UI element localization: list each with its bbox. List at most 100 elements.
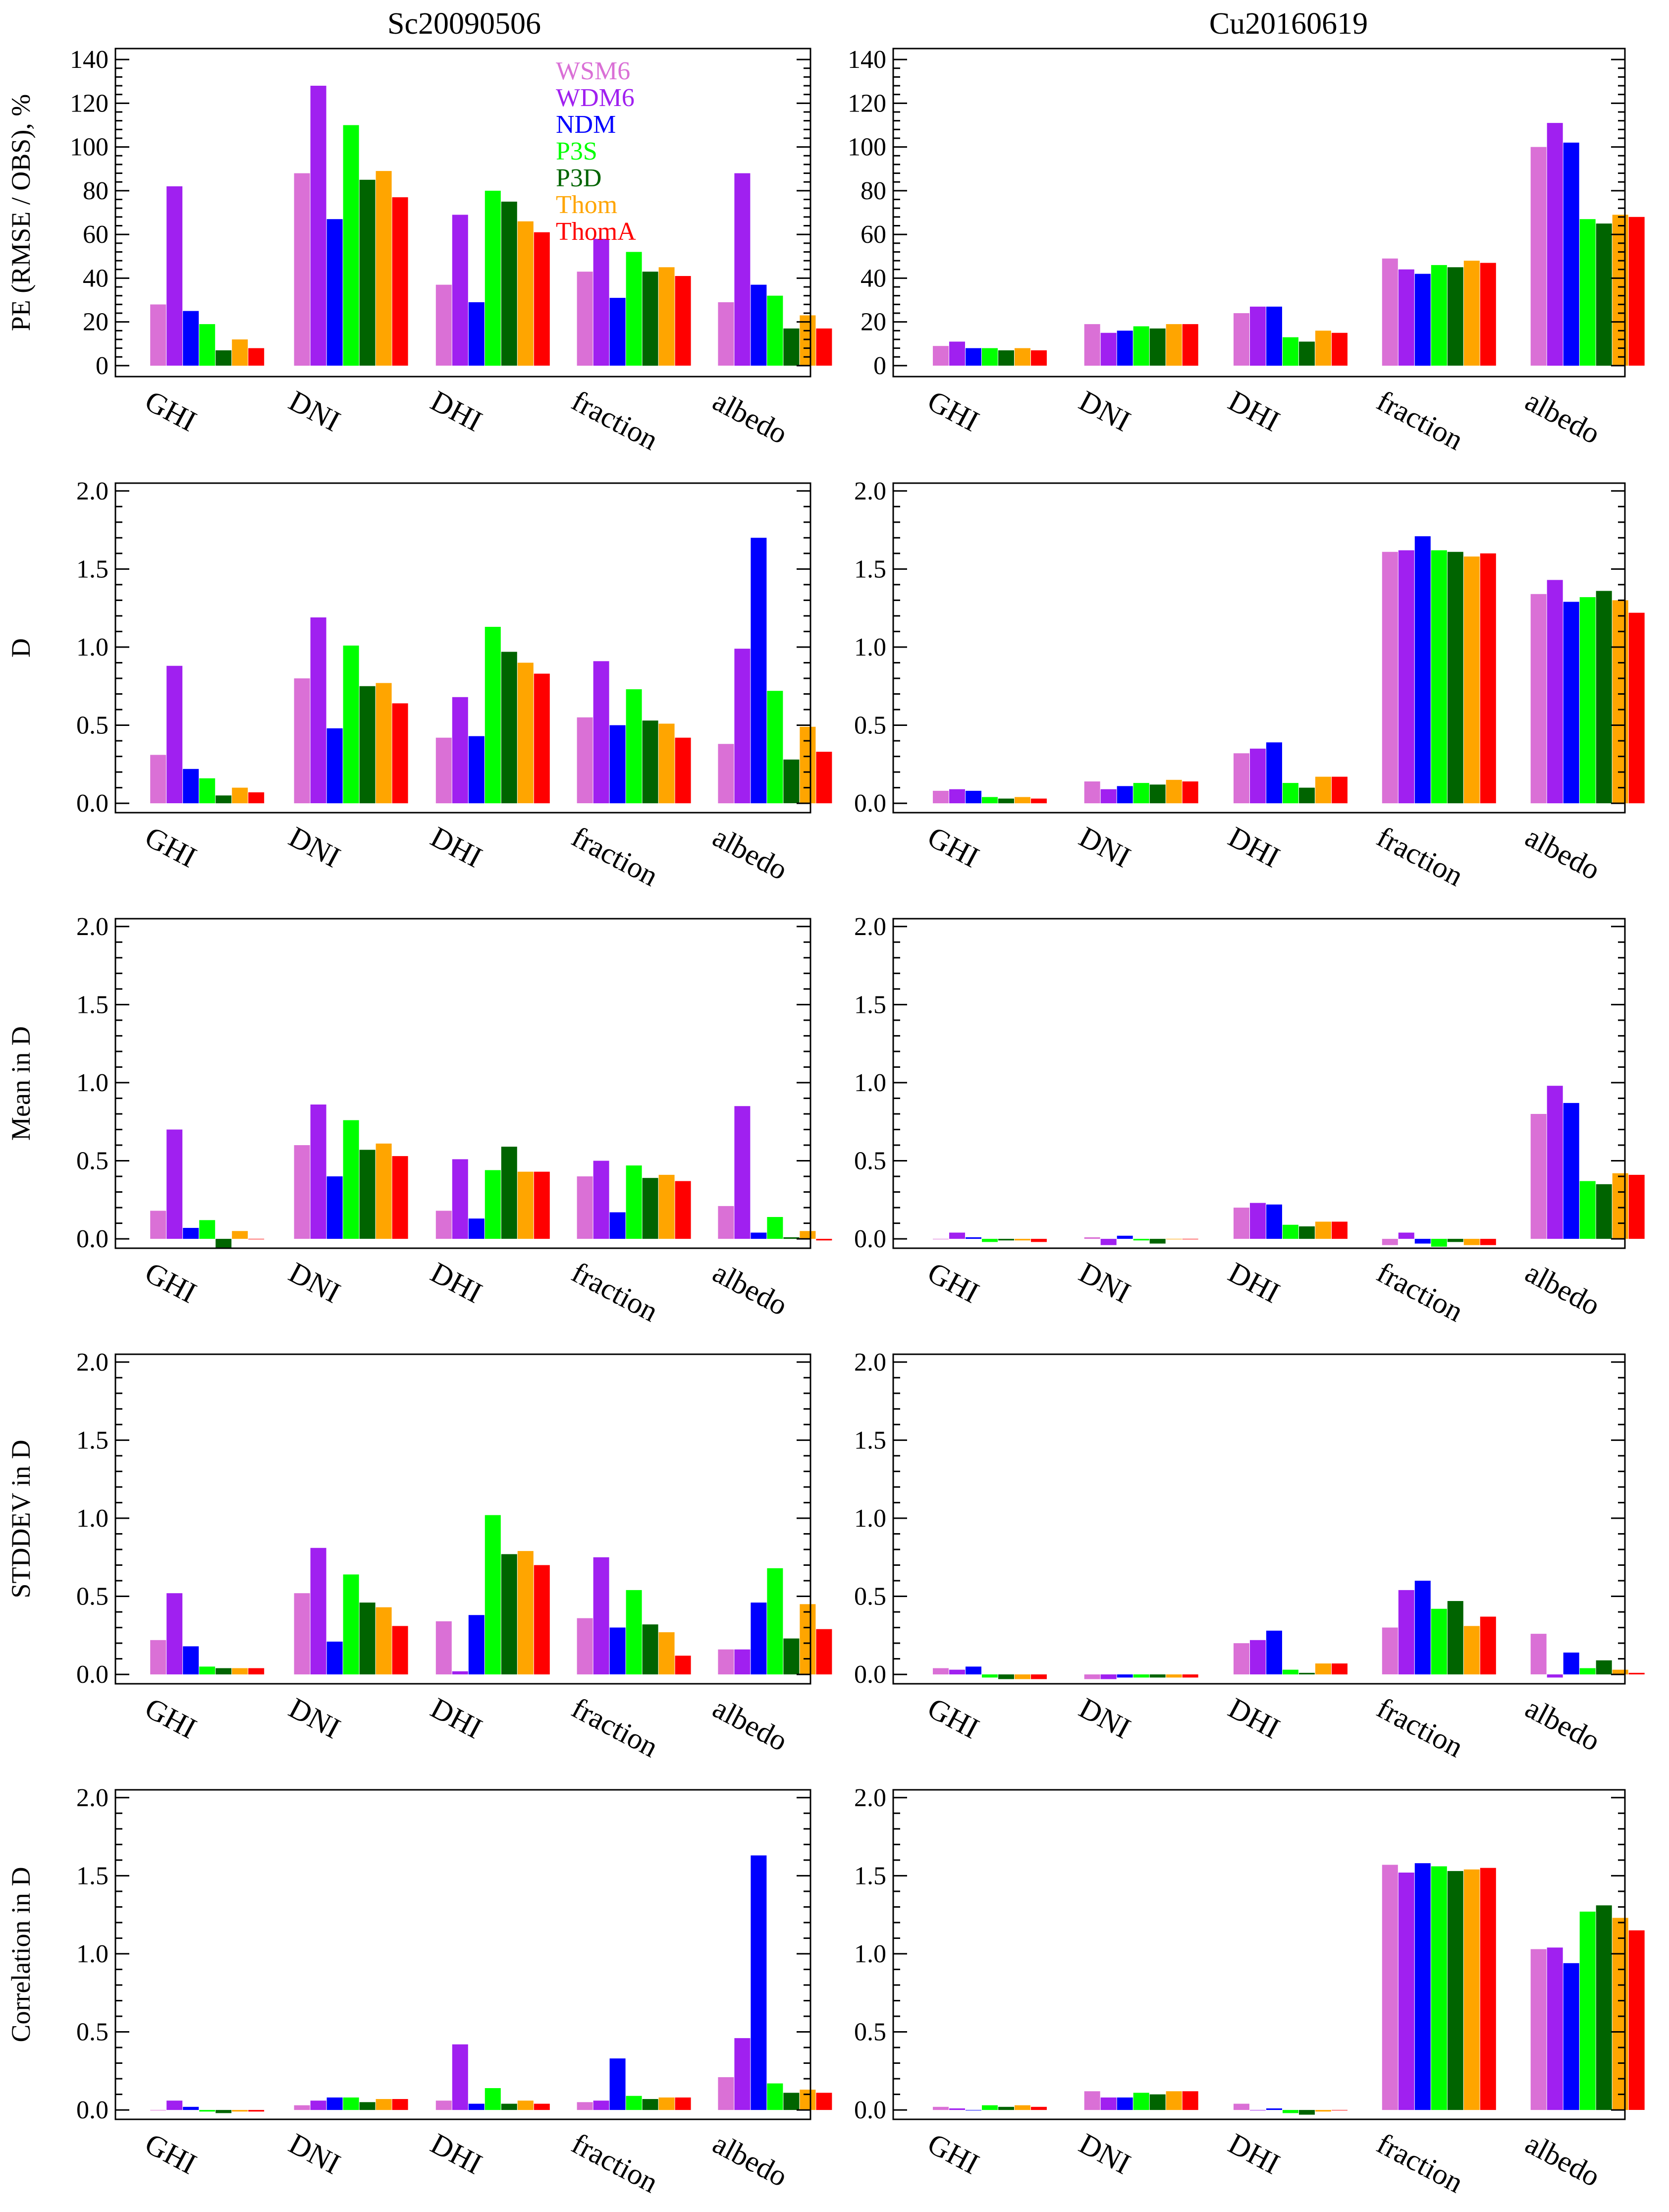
bar-ThomA-DHI xyxy=(1332,1221,1347,1239)
bar-WDM6-fraction xyxy=(1398,1232,1414,1239)
bar-Thom-DNI xyxy=(1166,324,1182,366)
y-tick-label: 0.5 xyxy=(76,1583,108,1611)
bar-WSM6-DNI xyxy=(1084,1237,1100,1239)
bar-WDM6-DHI xyxy=(452,1159,468,1239)
bar-NDM-albedo xyxy=(751,1232,767,1239)
bar-WSM6-albedo xyxy=(1530,594,1547,804)
y-tick-label: 1.5 xyxy=(76,991,108,1019)
bar-NDM-DNI xyxy=(1117,2097,1133,2110)
bar-NDM-GHI xyxy=(183,1228,199,1239)
bar-WDM6-DHI xyxy=(452,215,468,366)
category-label: albedo xyxy=(707,384,793,450)
bar-WDM6-albedo xyxy=(734,1649,751,1675)
y-tick-label: 0.0 xyxy=(76,1660,108,1689)
bar-ThomA-DNI xyxy=(392,1156,408,1239)
bar-Thom-DNI xyxy=(376,683,392,804)
panels: 0 20 40 60 80 100 120 140 GHI DNI DHI fraction albed… xyxy=(6,46,1645,2199)
legend-entry-WSM6: WSM6 xyxy=(556,57,630,85)
bar-NDM-DNI xyxy=(1117,786,1133,804)
bar-WSM6-DNI xyxy=(1084,324,1100,366)
bar-ThomA-fraction xyxy=(1480,553,1496,804)
bar-Thom-albedo xyxy=(800,2090,816,2110)
y-tick-label: 1.0 xyxy=(854,633,886,662)
bar-P3D-DNI xyxy=(1149,328,1166,366)
bar-NDM-DHI xyxy=(468,1615,485,1675)
bar-NDM-fraction xyxy=(1414,536,1431,804)
bar-WSM6-DHI xyxy=(435,1621,452,1675)
bar-WDM6-fraction xyxy=(593,239,609,366)
y-tick-label: 1.0 xyxy=(76,633,108,662)
category-label: DNI xyxy=(1074,384,1136,438)
bar-WDM6-DNI xyxy=(1100,789,1117,804)
category-label: GHI xyxy=(140,384,202,438)
y-tick-label: 0.0 xyxy=(76,789,108,818)
bar-ThomA-fraction xyxy=(1480,1616,1496,1675)
legend-entry-P3D: P3D xyxy=(556,164,601,192)
bar-WDM6-albedo xyxy=(734,649,751,804)
y-tick-label: 40 xyxy=(83,264,108,292)
category-label: fraction xyxy=(1372,384,1469,456)
bar-ThomA-DNI xyxy=(1182,1674,1198,1678)
bar-ThomA-GHI xyxy=(248,792,265,804)
y-tick-label: 1.0 xyxy=(76,1940,108,1968)
bar-WSM6-GHI xyxy=(933,790,949,804)
bar-P3S-DHI xyxy=(485,1515,501,1675)
bar-Thom-fraction xyxy=(658,1174,675,1239)
category-label: DHI xyxy=(1223,2127,1285,2180)
y-tick-label: 1.5 xyxy=(854,1426,886,1454)
y-tick-label: 0 xyxy=(96,352,108,380)
bar-WSM6-albedo xyxy=(718,744,734,804)
bar-NDM-fraction xyxy=(1414,1239,1431,1244)
category-label: GHI xyxy=(922,820,984,874)
y-tick-label: 100 xyxy=(70,133,108,162)
bar-WDM6-DNI xyxy=(310,1105,326,1239)
bar-P3D-fraction xyxy=(1447,552,1463,804)
panel-3: 0.0 0.5 1.0 1.5 2.0 GHI DNI DHI fraction albedo D xyxy=(6,477,832,892)
y-tick-label: 0.0 xyxy=(854,1660,886,1689)
bar-P3S-DHI xyxy=(1283,2110,1298,2113)
bar-P3S-albedo xyxy=(767,1217,783,1239)
plot-frame xyxy=(114,1353,811,1685)
bar-P3S-DNI xyxy=(1133,783,1149,804)
bar-NDM-DNI xyxy=(326,728,343,804)
bar-P3S-albedo xyxy=(767,1568,783,1675)
bar-Thom-albedo xyxy=(800,726,816,804)
category-label: albedo xyxy=(1520,384,1606,450)
y-tick-label: 1.0 xyxy=(854,1504,886,1533)
bar-ThomA-albedo xyxy=(816,752,832,804)
bar-P3S-DHI xyxy=(1283,337,1298,366)
bar-P3D-GHI xyxy=(998,2106,1014,2110)
bar-NDM-DNI xyxy=(1117,1674,1133,1678)
bar-WDM6-DNI xyxy=(310,1548,326,1675)
bar-WDM6-albedo xyxy=(734,173,751,366)
bar-NDM-DNI xyxy=(1117,331,1133,366)
bar-ThomA-fraction xyxy=(675,1181,691,1239)
bar-P3D-DHI xyxy=(1299,1672,1315,1675)
bar-P3S-albedo xyxy=(1579,597,1596,804)
y-axis-label: D xyxy=(6,638,36,658)
bar-WDM6-GHI xyxy=(166,1593,183,1675)
bar-ThomA-fraction xyxy=(675,1656,691,1675)
bar-Thom-albedo xyxy=(1612,600,1628,804)
y-axis-label: PE (RMSE / OBS), % xyxy=(6,94,36,332)
bar-ThomA-DHI xyxy=(534,1171,550,1239)
bar-P3S-albedo xyxy=(767,2083,783,2110)
bar-Thom-DNI xyxy=(1166,1674,1182,1678)
column-title-left: Sc20090506 xyxy=(387,7,541,41)
bar-P3D-albedo xyxy=(783,1638,800,1675)
bar-ThomA-albedo xyxy=(1628,1174,1645,1239)
bar-NDM-GHI xyxy=(966,1237,981,1239)
bar-P3D-GHI xyxy=(215,1668,232,1675)
category-label: DNI xyxy=(284,820,346,874)
panel-6: 0.0 0.5 1.0 1.5 2.0 GHI DNI DHI fraction albedo xyxy=(854,913,1645,1328)
bar-P3S-DNI xyxy=(1133,326,1149,366)
bar-ThomA-GHI xyxy=(1031,1674,1047,1679)
bar-NDM-DHI xyxy=(468,1218,485,1239)
bar-WSM6-fraction xyxy=(1382,1865,1398,2110)
bar-P3D-DHI xyxy=(1299,787,1315,804)
category-label: GHI xyxy=(140,2127,202,2180)
bar-ThomA-GHI xyxy=(248,348,265,366)
y-tick-label: 0.0 xyxy=(76,1225,108,1253)
bar-NDM-GHI xyxy=(966,1666,981,1675)
bar-Thom-fraction xyxy=(1463,1869,1480,2110)
